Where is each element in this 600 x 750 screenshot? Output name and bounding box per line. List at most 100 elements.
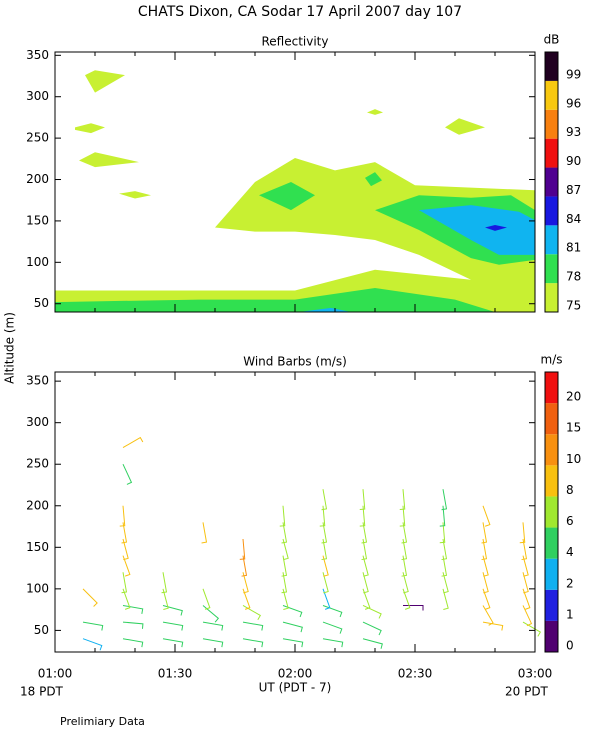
wind-barb — [242, 621, 264, 631]
colorbar-swatch — [545, 403, 558, 435]
contour-region — [445, 118, 485, 135]
colorbar-swatch — [545, 496, 558, 528]
wind-barb — [522, 621, 542, 637]
wind-barb — [282, 605, 303, 618]
colorbar-swatch — [545, 80, 558, 110]
wind-barb — [319, 505, 326, 527]
wind-barb — [482, 572, 489, 594]
wind-barb — [522, 555, 529, 577]
wind-barb — [242, 605, 262, 621]
wind-barb — [482, 555, 489, 577]
y-tick-label: 250 — [26, 131, 49, 145]
wind-barb — [402, 572, 409, 594]
wind-barb — [362, 638, 383, 649]
contour-region — [75, 123, 105, 134]
wind-barb — [239, 538, 246, 560]
colorbar-tick-label: 15 — [566, 421, 581, 435]
wind-barb — [482, 621, 504, 631]
wind-barb — [282, 621, 303, 633]
wind-barb — [402, 588, 411, 610]
x-axis-label: UT (PDT - 7) — [259, 681, 332, 695]
y-tick-label: 300 — [26, 415, 49, 429]
wind-barb — [482, 505, 491, 527]
y-tick-label: 100 — [26, 581, 49, 595]
wind-barb — [359, 505, 366, 527]
wind-barb — [201, 522, 208, 544]
wind-barb — [519, 522, 526, 544]
wind-barb — [281, 522, 288, 544]
wind-barb — [401, 522, 408, 544]
colorbar-tick-label: 84 — [566, 212, 581, 226]
wind-barb — [282, 588, 289, 610]
wind-barb — [321, 522, 328, 544]
colorbar-swatch — [545, 372, 558, 404]
colorbar-tick-label: 87 — [566, 183, 581, 197]
colorbar-swatch — [545, 138, 558, 168]
wind-barb — [202, 621, 224, 631]
wind-barb — [242, 638, 264, 648]
wind-barb — [322, 605, 343, 618]
y-tick-label: 150 — [26, 540, 49, 554]
wind-barb — [122, 604, 144, 614]
colorbar-swatch — [545, 620, 558, 652]
contour-region — [85, 70, 125, 93]
colorbar-swatch — [545, 589, 558, 621]
wind-barb — [122, 436, 144, 449]
x-tick-label: 01:00 — [38, 667, 73, 681]
y-tick-label: 350 — [26, 374, 49, 388]
y-tick-label: 200 — [26, 498, 49, 512]
contour-region — [365, 172, 382, 187]
wind-barb — [362, 588, 371, 610]
wind-barb — [442, 572, 449, 594]
contour-region — [119, 191, 151, 199]
wind-barb — [441, 489, 448, 511]
y-tick-label: 100 — [26, 255, 49, 269]
colorbar-label: m/s — [541, 353, 563, 367]
wind-barb — [162, 604, 183, 616]
wind-barb — [481, 538, 488, 561]
x-tick-label: 01:30 — [158, 667, 193, 681]
wind-barb — [322, 588, 331, 610]
wind-barb — [122, 464, 133, 485]
contour-region — [79, 152, 139, 168]
wind-barb — [399, 505, 406, 527]
x-end-label: 20 PDT — [505, 685, 549, 699]
colorbar-tick-label: 6 — [566, 514, 574, 528]
wind-barb — [122, 638, 144, 648]
wind-barb — [481, 522, 488, 544]
colorbar-tick-label: 96 — [566, 96, 581, 110]
colorbar-swatch — [545, 527, 558, 559]
wind-barb — [482, 605, 494, 626]
x-tick-label: 02:00 — [278, 667, 313, 681]
wind-barb — [281, 555, 288, 577]
wind-barb — [119, 505, 126, 527]
wind-barb — [439, 505, 446, 527]
wind-barb — [202, 588, 211, 610]
y-tick-label: 50 — [34, 296, 49, 310]
wind-barb — [282, 538, 289, 561]
wind-barb — [361, 522, 368, 544]
colorbar-tick-label: 0 — [566, 639, 574, 653]
wind-barb — [441, 555, 448, 577]
wind-barb — [162, 621, 184, 631]
wind-barb — [403, 604, 424, 611]
wind-barb — [361, 538, 368, 561]
wind-barb — [522, 572, 529, 594]
colorbar-tick-label: 93 — [566, 125, 581, 139]
wind-barb — [242, 572, 249, 594]
wind-barb — [322, 555, 329, 577]
y-tick-label: 350 — [26, 48, 49, 62]
colorbar-frame — [544, 51, 559, 313]
colorbar-tick-label: 2 — [566, 576, 574, 590]
wind-barb — [522, 588, 531, 610]
y-tick-label: 300 — [26, 89, 49, 103]
wind-barb — [121, 572, 128, 594]
x-tick-label: 02:30 — [398, 667, 433, 681]
wind-barb — [282, 638, 304, 648]
wind-barb — [121, 522, 128, 544]
wind-barb — [482, 588, 491, 610]
wind-barb — [401, 538, 408, 561]
y-tick-label: 150 — [26, 213, 49, 227]
contour-region — [55, 157, 535, 312]
